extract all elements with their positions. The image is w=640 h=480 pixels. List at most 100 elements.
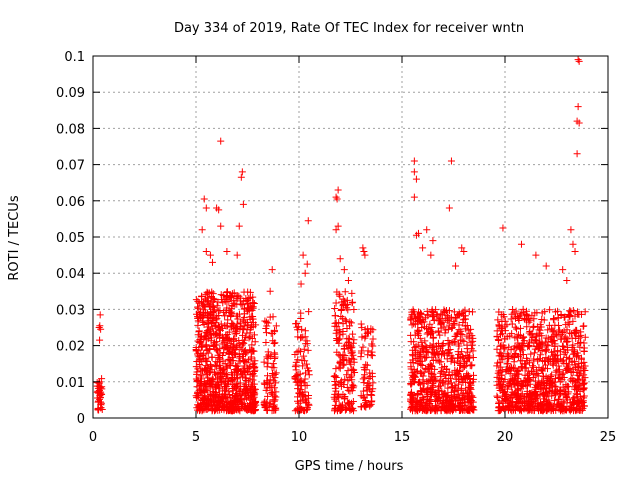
data-point bbox=[527, 368, 535, 376]
data-point bbox=[348, 347, 356, 355]
data-point bbox=[348, 354, 356, 362]
data-point bbox=[340, 266, 348, 274]
data-point bbox=[580, 379, 588, 387]
data-point bbox=[207, 362, 215, 370]
data-point bbox=[541, 405, 549, 413]
data-point bbox=[332, 193, 340, 201]
data-point bbox=[216, 378, 224, 386]
data-point bbox=[517, 309, 525, 317]
data-point bbox=[410, 157, 418, 165]
data-point bbox=[494, 369, 502, 377]
data-point bbox=[468, 361, 476, 369]
data-point bbox=[428, 343, 436, 351]
data-point bbox=[240, 339, 248, 347]
data-point bbox=[418, 339, 426, 347]
data-point bbox=[212, 406, 220, 414]
data-point bbox=[579, 322, 587, 330]
data-point bbox=[294, 385, 302, 393]
data-point bbox=[299, 392, 307, 400]
data-point bbox=[360, 379, 368, 387]
data-point bbox=[212, 398, 220, 406]
data-point bbox=[260, 358, 268, 366]
data-point bbox=[531, 388, 539, 396]
data-point bbox=[269, 396, 277, 404]
data-point bbox=[574, 376, 582, 384]
data-point bbox=[501, 317, 509, 325]
data-point bbox=[296, 404, 304, 412]
data-point bbox=[562, 348, 570, 356]
data-point bbox=[339, 327, 347, 335]
data-point bbox=[581, 333, 589, 341]
data-point bbox=[193, 377, 201, 385]
data-point bbox=[237, 385, 245, 393]
data-point bbox=[407, 389, 415, 397]
data-point bbox=[509, 305, 517, 313]
data-point bbox=[234, 292, 242, 300]
data-point bbox=[510, 364, 518, 372]
data-point bbox=[503, 366, 511, 374]
data-point bbox=[267, 389, 275, 397]
data-point bbox=[246, 315, 254, 323]
data-point bbox=[222, 393, 230, 401]
data-point bbox=[555, 362, 563, 370]
data-point bbox=[429, 309, 437, 317]
data-point bbox=[457, 373, 465, 381]
data-point bbox=[523, 312, 531, 320]
data-point bbox=[228, 319, 236, 327]
data-point bbox=[496, 349, 504, 357]
data-point bbox=[346, 406, 354, 414]
data-point bbox=[416, 358, 424, 365]
data-point bbox=[518, 381, 526, 389]
data-point bbox=[414, 353, 422, 361]
data-point bbox=[251, 338, 259, 346]
data-point bbox=[569, 306, 577, 314]
data-point bbox=[503, 382, 511, 390]
data-point bbox=[226, 345, 234, 353]
data-point bbox=[556, 391, 564, 399]
data-point bbox=[570, 395, 578, 403]
data-point bbox=[333, 195, 341, 203]
data-point bbox=[529, 323, 537, 331]
data-point bbox=[341, 375, 349, 383]
data-point bbox=[248, 341, 256, 349]
data-point bbox=[251, 357, 259, 365]
data-point bbox=[577, 338, 585, 346]
data-point bbox=[432, 376, 440, 384]
data-point bbox=[303, 260, 311, 268]
data-point bbox=[193, 310, 201, 318]
data-point bbox=[298, 325, 306, 333]
data-point bbox=[410, 168, 418, 176]
data-point bbox=[444, 316, 452, 324]
data-point bbox=[468, 332, 476, 340]
data-point bbox=[576, 393, 584, 401]
data-point bbox=[216, 323, 224, 331]
data-point bbox=[524, 342, 532, 350]
data-point bbox=[240, 297, 248, 305]
data-point bbox=[576, 381, 584, 389]
data-point bbox=[567, 226, 575, 234]
data-point bbox=[547, 336, 555, 344]
data-point bbox=[238, 371, 246, 379]
data-point bbox=[221, 312, 229, 320]
data-point bbox=[197, 293, 205, 301]
data-point bbox=[528, 406, 536, 414]
data-point bbox=[235, 354, 243, 362]
data-point bbox=[512, 325, 520, 333]
data-point bbox=[348, 289, 356, 297]
data-point bbox=[458, 348, 466, 356]
data-point bbox=[560, 335, 568, 343]
data-point bbox=[449, 383, 457, 391]
data-point bbox=[222, 343, 230, 351]
data-point bbox=[294, 356, 302, 364]
data-point bbox=[235, 310, 243, 318]
data-point bbox=[517, 378, 525, 386]
data-point bbox=[497, 327, 505, 335]
data-point bbox=[249, 370, 257, 378]
data-point bbox=[558, 407, 566, 415]
data-point bbox=[331, 401, 339, 409]
data-point bbox=[551, 308, 559, 316]
data-point bbox=[332, 226, 340, 234]
data-point bbox=[416, 316, 424, 324]
data-point bbox=[341, 316, 349, 324]
